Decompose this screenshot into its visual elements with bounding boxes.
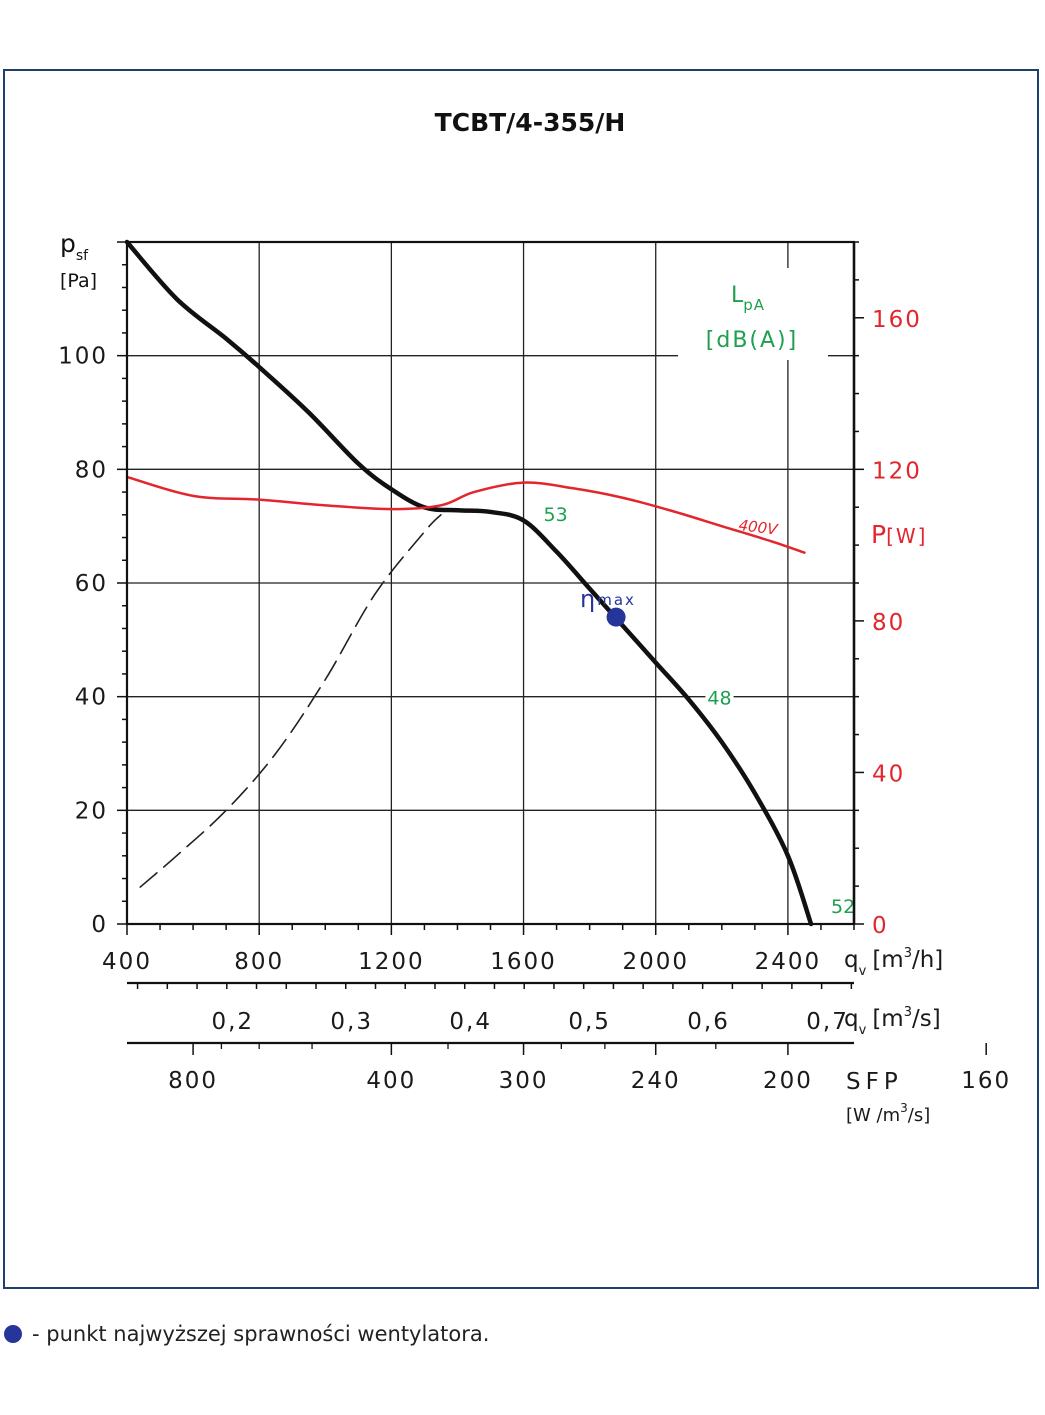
y-left-unit: [Pa] [60, 270, 97, 292]
sfp-tick-label: 400 [366, 1068, 416, 1094]
x-m3s-unit-sup: 3 [904, 1005, 912, 1020]
noise-level-label: 48 [707, 688, 731, 710]
noise-legend-symbol: LpA [731, 283, 765, 314]
x-m3h-tick-label: 2400 [755, 949, 822, 975]
y-left-symbol: p [60, 229, 76, 258]
axes: 0 20 40 60 80 100 0 40 80 120 160 400 800 1200 1600 200… [58, 240, 1011, 1094]
x-m3h-tick-label: 1600 [490, 949, 557, 975]
y-left-tick-label: 60 [75, 571, 108, 597]
chart-frame [3, 69, 1039, 1289]
noise-legend-box [678, 268, 828, 360]
x-m3s-tick-label: 0,2 [211, 1009, 254, 1035]
x-m3s-tick-label: 0,6 [687, 1009, 730, 1035]
x-m3s-tick-label: 0,5 [568, 1009, 611, 1035]
y-right-axis-label: P[W] [871, 520, 927, 549]
y-left-axis-label: psf [60, 229, 89, 264]
sfp-axis-unit: [W /m3/s] [846, 1101, 930, 1126]
y-left-tick-label: 40 [75, 685, 108, 711]
y-right-tick-label: 120 [872, 458, 922, 484]
y-right-tick-label: 40 [872, 761, 905, 787]
sfp-tick-label: 240 [631, 1068, 681, 1094]
y-left-tick-label: 80 [75, 457, 108, 483]
x-m3h-symbol: q [844, 947, 859, 973]
eta-sub: max [597, 591, 636, 609]
noise-label-bg [705, 687, 734, 710]
sfp-unit-pre: [W /m [846, 1105, 900, 1126]
y-right-unit: [W] [886, 524, 927, 548]
curves: 53 48 52 400V [124, 239, 855, 927]
noise-symbol: L [731, 283, 744, 308]
sfp-axis-label: SFP [846, 1069, 903, 1095]
eta-symbol: η [580, 585, 595, 613]
x-m3s-unit-pre: [m [872, 1006, 903, 1032]
power-curve-label: 400V [738, 516, 781, 539]
x-m3h-sub: v [859, 964, 867, 979]
x-m3s-sub: v [859, 1023, 867, 1038]
grid [127, 242, 854, 924]
noise-level-label: 52 [831, 896, 855, 918]
noise-sub: pA [743, 296, 765, 314]
sfp-unit-sup: 3 [900, 1101, 908, 1115]
sfp-tick-label: 200 [763, 1068, 813, 1094]
x-m3h-tick-label: 2000 [622, 949, 689, 975]
x-m3h-unit-sup: 3 [904, 946, 912, 961]
eta-max-label: η max [580, 585, 636, 613]
y-left-sub: sf [76, 248, 89, 264]
x-m3s-tick-label: 0,4 [449, 1009, 492, 1035]
sfp-tick-label: 800 [168, 1068, 218, 1094]
sfp-tick-label: 300 [499, 1068, 549, 1094]
y-left-tick-label: 20 [75, 798, 108, 824]
x-m3h-unit-pre: [m [872, 947, 903, 973]
y-right-tick-label: 0 [872, 913, 889, 939]
eta-max-point [606, 607, 626, 627]
y-right-tick-label: 80 [872, 610, 905, 636]
footnote-text: - punkt najwyższej sprawności wentylator… [32, 1322, 490, 1346]
chart-title: TCBT/4-355/H [435, 108, 626, 137]
x-m3h-tick-label: 400 [102, 949, 152, 975]
system-curve [139, 514, 442, 888]
pressure-curve [124, 239, 814, 927]
x-m3s-tick-label: 0,3 [330, 1009, 373, 1035]
x-m3h-unit-post: /h] [912, 947, 943, 973]
footnote: - punkt najwyższej sprawności wentylator… [4, 1320, 489, 1348]
x-m3s-unit-post: /s] [912, 1006, 941, 1032]
noise-legend-unit: [dB(A)] [706, 328, 798, 353]
x-m3h-tick-label: 800 [234, 949, 284, 975]
y-right-symbol: P [871, 520, 886, 549]
x-m3h-tick-label: 1200 [358, 949, 425, 975]
y-left-tick-label: 0 [91, 912, 108, 938]
x-m3s-symbol: q [844, 1006, 859, 1032]
y-right-tick-label: 160 [872, 307, 922, 333]
eta-point-legend-icon [4, 1325, 22, 1343]
y-left-tick-label: 100 [58, 344, 108, 370]
noise-level-label: 53 [544, 504, 568, 526]
power-curve [125, 475, 806, 554]
x-m3h-axis-label: qv [m3/h] [844, 946, 943, 979]
sfp-tick-label: 160 [961, 1068, 1011, 1094]
fan-performance-chart: 53 48 52 400V 0 20 40 60 80 100 0 40 80 120 160 400 800… [58, 108, 1011, 1126]
x-m3s-tick-label: 0,7 [806, 1009, 849, 1035]
sfp-unit-post: /s] [908, 1105, 930, 1126]
x-m3s-axis-label: qv [m3/s] [844, 1005, 941, 1038]
